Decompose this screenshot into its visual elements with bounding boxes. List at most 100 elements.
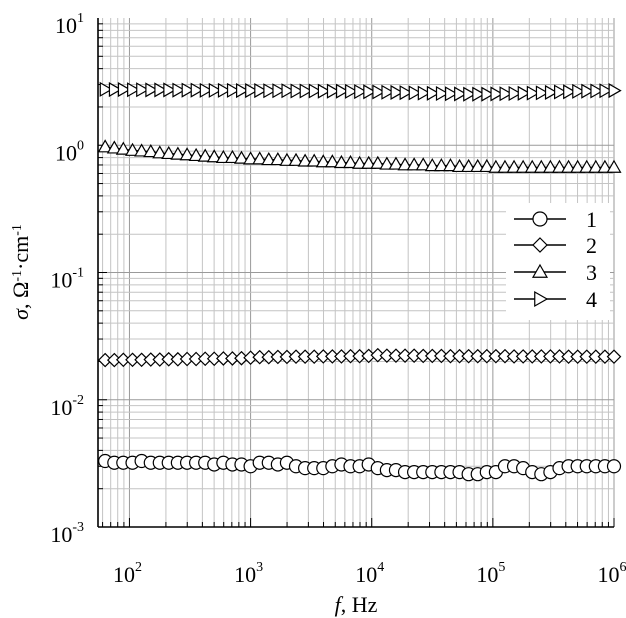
series-3-point [442,158,458,172]
series-3-point [524,159,540,173]
series-3-point [470,158,486,173]
legend-entry-4: 4 [514,287,597,312]
series-3-point [561,159,577,173]
series-3-point [361,155,377,169]
series-3-point [497,159,513,173]
series-3-point [115,141,131,155]
series-3-point [433,158,449,172]
series-3-point [588,159,604,173]
series-4-point [154,82,168,98]
y-axis-title: σ, Ω-1·cm-1 [8,224,33,320]
series-3-point [424,158,440,172]
series-4-point [563,84,577,100]
series-4-point [508,85,522,102]
series-4-point [463,86,477,102]
legend-marker [531,263,549,278]
series-4-point [299,83,313,99]
legend-label: 4 [586,287,597,312]
series-4-point [590,83,604,99]
series-3-point [288,152,304,166]
series-3-point [379,156,395,170]
series-4-point [236,83,250,99]
series-4-point [145,82,159,98]
series-4-point [381,84,395,100]
x-tick-label: 104 [355,560,384,587]
series-4-point [544,84,559,100]
legend-marker [532,237,548,253]
series-4-point [281,83,295,99]
series-4-point [181,82,195,98]
y-tick-label: 101 [55,11,84,38]
series-3-point [315,154,331,168]
series-4-point [354,84,368,100]
series-3-point [124,142,141,156]
series-3-point [542,159,558,173]
series-3-point [388,156,404,170]
series-3-point [233,150,250,164]
series-4-point [481,86,495,102]
series-3-point [261,151,277,166]
legend-entry-3: 3 [514,260,597,285]
series-3-point [370,155,386,169]
legend-entry-2: 2 [514,233,597,258]
grid [98,18,615,528]
series-4-point [254,83,268,99]
series-3-point [179,147,195,161]
series-4-point [372,84,386,100]
series-2 [97,347,622,368]
series-3-point [306,153,322,167]
series-4-point [226,82,241,98]
series-4-point [127,82,141,98]
series-3-point [551,159,568,173]
data-series [97,81,622,482]
y-tick-label: 10-2 [50,393,84,420]
series-3-point [415,157,431,171]
series-4 [99,81,622,102]
series-4-point [208,82,222,98]
series-3-point [342,154,359,169]
series-4-point [272,83,286,99]
series-2-point [370,347,386,363]
series-4-point [245,83,259,99]
x-tick-label: 103 [234,560,263,587]
series-3-point [297,153,313,167]
series-4-point [217,82,232,98]
series-4-point [117,82,132,98]
legend-label: 3 [586,260,597,285]
y-tick-label: 100 [55,138,84,165]
series-1-point [606,459,622,474]
legend-marker [532,211,548,227]
tick-labels: 102 103 104 105 106 10-3 10-2 10-1 100 101 [50,11,626,587]
series-3-point [252,151,268,165]
series-4-point [454,86,468,102]
series-3-point [461,158,477,173]
series-3-point [197,148,213,162]
series-4-point [335,83,350,99]
series-4-point [417,85,431,101]
series-3-point [579,159,595,173]
legend-marker [534,290,549,308]
series-3-point [488,159,504,173]
series-2-point [606,349,622,365]
axes [97,18,615,528]
series-3-point [143,143,159,158]
series-4-point [326,83,341,99]
series-4-point [199,82,213,98]
series-3-point [324,154,340,168]
series-4-point [554,84,568,100]
series-4-point [136,82,150,98]
series-4-point [426,85,441,101]
series-3-point [506,159,522,173]
series-4-point [308,83,322,99]
series-3-point [452,158,468,173]
legend-label: 2 [586,233,597,258]
x-tick-label: 105 [476,560,505,587]
series-3-point [161,145,177,160]
series-4-point [435,85,450,102]
series-3-point [533,159,549,173]
series-3-point [134,143,150,157]
series-4-point [472,86,486,102]
series-3-point [279,152,295,166]
series-3 [97,139,622,173]
